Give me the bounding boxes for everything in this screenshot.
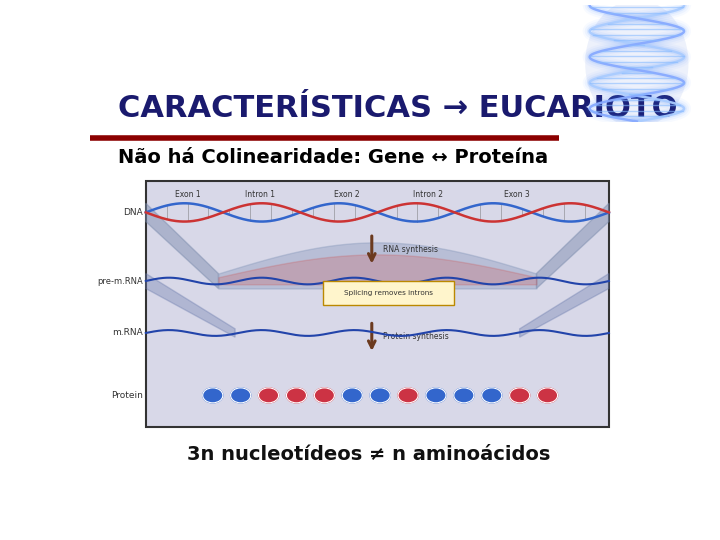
- Circle shape: [258, 388, 279, 403]
- Circle shape: [370, 388, 390, 403]
- Polygon shape: [145, 274, 235, 337]
- Text: RNA synthesis: RNA synthesis: [383, 245, 438, 254]
- Text: CARACTERÍSTICAS → EUCARIOTO: CARACTERÍSTICAS → EUCARIOTO: [118, 94, 678, 123]
- Circle shape: [203, 388, 222, 403]
- Circle shape: [287, 388, 307, 403]
- Circle shape: [510, 388, 530, 403]
- Text: Intron 1: Intron 1: [246, 190, 275, 199]
- Text: Splicing removes introns: Splicing removes introns: [344, 290, 433, 296]
- Circle shape: [342, 388, 362, 403]
- Text: m.RNA: m.RNA: [112, 328, 143, 338]
- Circle shape: [315, 388, 334, 403]
- Text: DNA: DNA: [123, 208, 143, 217]
- Polygon shape: [145, 203, 218, 288]
- Text: Exon 3: Exon 3: [504, 190, 530, 199]
- Circle shape: [230, 388, 251, 403]
- Text: Intron 2: Intron 2: [413, 190, 443, 199]
- Circle shape: [454, 388, 474, 403]
- FancyBboxPatch shape: [323, 281, 454, 305]
- Polygon shape: [520, 274, 609, 337]
- Text: Protein: Protein: [111, 391, 143, 400]
- Text: pre-m.RNA: pre-m.RNA: [97, 276, 143, 286]
- Circle shape: [426, 388, 446, 403]
- Text: Protein synthesis: Protein synthesis: [383, 332, 449, 341]
- Text: Exon 1: Exon 1: [175, 190, 200, 199]
- Circle shape: [398, 388, 418, 403]
- Circle shape: [482, 388, 502, 403]
- Text: Não há Colinearidade: Gene ↔ Proteína: Não há Colinearidade: Gene ↔ Proteína: [118, 148, 548, 167]
- FancyBboxPatch shape: [145, 181, 609, 427]
- Text: 3n nucleotídeos ≠ n aminoácidos: 3n nucleotídeos ≠ n aminoácidos: [187, 445, 551, 464]
- Polygon shape: [536, 203, 609, 288]
- Circle shape: [538, 388, 557, 403]
- Ellipse shape: [585, 0, 688, 127]
- Text: Exon 2: Exon 2: [334, 190, 359, 199]
